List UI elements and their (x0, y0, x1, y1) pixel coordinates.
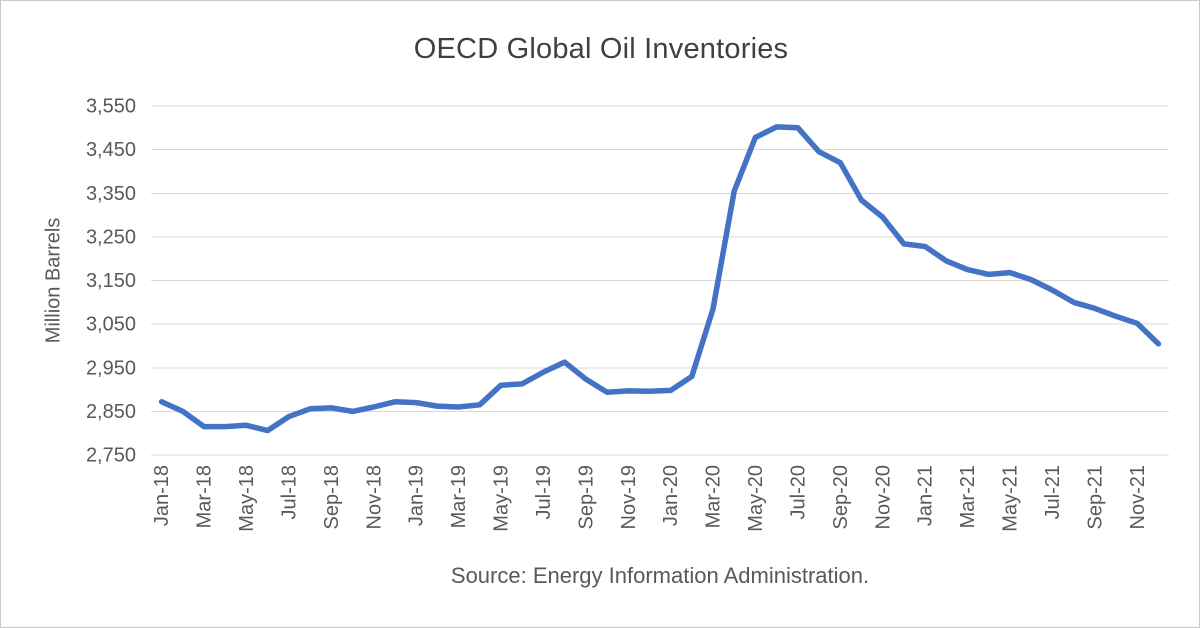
x-tick-label: Nov-21 (1127, 465, 1149, 529)
x-tick-label: May-19 (491, 465, 513, 532)
x-tick-label: Jan-20 (660, 465, 682, 526)
x-tick-label: May-20 (745, 465, 767, 532)
y-tick-label: 2,850 (86, 401, 136, 423)
y-tick-label: 3,150 (86, 270, 136, 292)
chart-title: OECD Global Oil Inventories (413, 33, 789, 65)
y-tick-label: 3,350 (86, 183, 136, 205)
x-tick-label: Sep-21 (1084, 465, 1106, 530)
x-tick-label: Jul-20 (787, 465, 809, 519)
x-tick-label: Jan-19 (406, 465, 428, 526)
x-tick-label: May-18 (236, 465, 258, 532)
x-tick-label: Jul-18 (278, 465, 300, 519)
x-tick-label: Mar-18 (194, 465, 216, 528)
x-tick-label: Jan-21 (915, 465, 937, 526)
x-tick-label: Sep-18 (321, 465, 343, 530)
data-series-line (158, 124, 1162, 434)
x-tick-label: Nov-20 (872, 465, 894, 529)
y-tick-label: 3,550 (86, 96, 136, 118)
x-tick-label: Jan-18 (151, 465, 173, 526)
x-tick-label: Sep-19 (575, 465, 597, 530)
y-tick-label: 3,450 (86, 139, 136, 161)
x-tick-label: Jul-21 (1042, 465, 1064, 519)
y-tick-label: 2,950 (86, 357, 136, 379)
x-tick-label: Mar-19 (448, 465, 470, 528)
x-tick-label: Sep-20 (830, 465, 852, 530)
y-tick-label: 3,050 (86, 314, 136, 336)
y-axis-title: Million Barrels (43, 218, 65, 344)
x-tick-label: May-21 (1000, 465, 1022, 532)
x-tick-label: Nov-19 (618, 465, 640, 529)
x-tick-label: Mar-21 (957, 465, 979, 528)
x-tick-label: Mar-20 (703, 465, 725, 528)
y-tick-label: 3,250 (86, 226, 136, 248)
y-tick-label: 2,750 (86, 445, 136, 467)
x-tick-label: Jul-19 (533, 465, 555, 519)
x-tick-label: Nov-18 (363, 465, 385, 529)
source-note: Source: Energy Information Administratio… (450, 563, 870, 588)
